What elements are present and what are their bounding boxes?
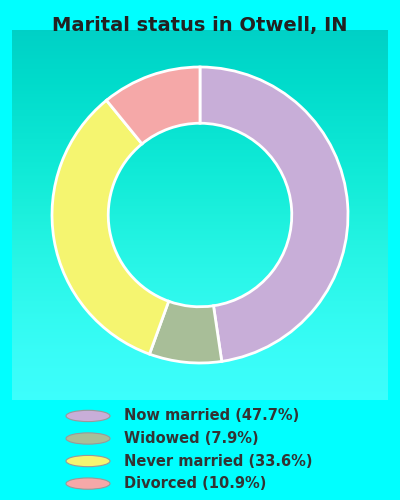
Text: Widowed (7.9%): Widowed (7.9%) bbox=[124, 431, 259, 446]
Text: Never married (33.6%): Never married (33.6%) bbox=[124, 454, 312, 468]
Text: Marital status in Otwell, IN: Marital status in Otwell, IN bbox=[52, 16, 348, 35]
Wedge shape bbox=[106, 67, 200, 144]
Text: Divorced (10.9%): Divorced (10.9%) bbox=[124, 476, 266, 491]
Wedge shape bbox=[52, 100, 169, 354]
Wedge shape bbox=[200, 67, 348, 362]
Circle shape bbox=[66, 433, 110, 444]
Circle shape bbox=[66, 410, 110, 422]
Wedge shape bbox=[150, 301, 222, 363]
Circle shape bbox=[66, 456, 110, 466]
Text: Now married (47.7%): Now married (47.7%) bbox=[124, 408, 299, 424]
Circle shape bbox=[66, 478, 110, 489]
